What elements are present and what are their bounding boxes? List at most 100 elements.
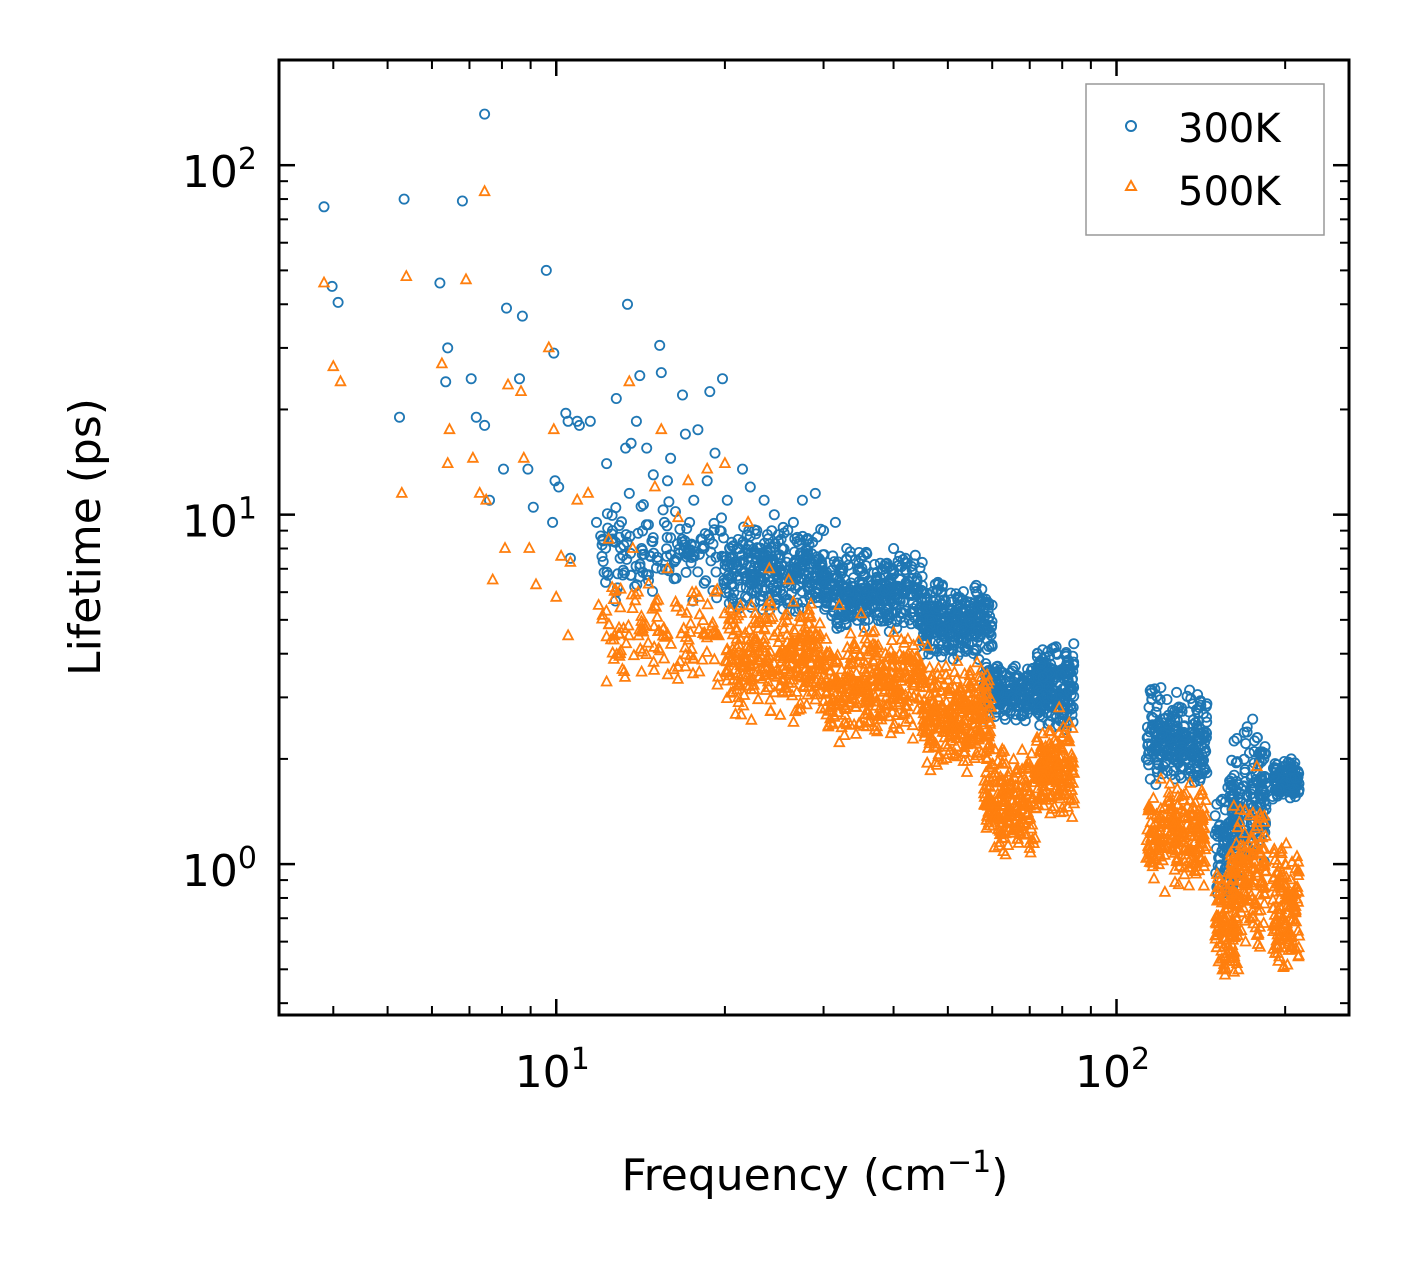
data-point-500k xyxy=(689,584,703,597)
data-point-300k xyxy=(1044,650,1056,662)
data-point-500k xyxy=(734,598,747,611)
data-point-500k xyxy=(758,610,771,623)
data-point-500k xyxy=(857,718,871,731)
data-point-500k xyxy=(517,450,531,463)
data-point-500k xyxy=(932,749,945,762)
data-point-500k xyxy=(838,715,851,728)
data-point-500k xyxy=(806,675,819,688)
data-point-500k xyxy=(907,678,920,690)
data-point-500k xyxy=(441,456,454,469)
data-point-300k xyxy=(770,591,782,603)
data-point-300k xyxy=(1161,694,1173,706)
data-point-500k xyxy=(1003,764,1016,777)
data-point-300k xyxy=(1140,753,1152,765)
data-point-300k xyxy=(692,424,704,436)
data-point-500k xyxy=(828,676,841,689)
data-point-300k xyxy=(1146,744,1158,756)
data-point-500k xyxy=(730,620,743,633)
data-point-300k xyxy=(617,564,629,576)
data-point-500k xyxy=(759,683,772,695)
data-point-300k xyxy=(547,516,559,528)
data-point-300k xyxy=(625,437,637,449)
data-point-500k xyxy=(912,664,925,677)
data-point-500k xyxy=(1278,856,1292,869)
data-point-500k xyxy=(848,681,861,694)
data-point-500k xyxy=(840,717,853,730)
data-point-300k xyxy=(1041,707,1053,719)
data-point-300k xyxy=(318,201,330,213)
data-point-300k xyxy=(1150,779,1162,791)
data-point-300k xyxy=(757,575,769,587)
data-point-300k xyxy=(1241,721,1253,733)
data-point-500k xyxy=(787,594,800,607)
data-point-300k xyxy=(607,525,619,537)
data-point-300k xyxy=(839,609,851,621)
data-point-500k xyxy=(780,627,794,640)
data-point-500k xyxy=(627,648,641,661)
data-point-300k xyxy=(1285,772,1297,784)
data-point-300k xyxy=(1035,658,1047,670)
data-point-300k xyxy=(698,577,710,589)
data-point-500k xyxy=(752,621,765,633)
data-point-300k xyxy=(527,501,539,513)
data-point-300k xyxy=(1278,756,1290,768)
data-point-300k xyxy=(596,539,608,551)
x-tick-label: 102 xyxy=(1075,1042,1150,1098)
data-point-300k xyxy=(1065,680,1077,692)
data-point-300k xyxy=(1059,694,1071,706)
data-point-500k xyxy=(970,736,983,749)
data-point-500k xyxy=(734,655,747,668)
data-point-300k xyxy=(841,553,853,565)
data-point-300k xyxy=(1247,713,1259,725)
data-point-300k xyxy=(601,458,613,470)
data-point-500k xyxy=(931,667,944,679)
data-point-300k xyxy=(807,571,819,583)
data-point-500k xyxy=(635,664,648,677)
data-point-300k xyxy=(1191,704,1203,716)
data-point-300k xyxy=(651,562,663,574)
data-point-500k xyxy=(443,422,456,435)
data-point-500k xyxy=(754,647,767,660)
data-point-300k xyxy=(1031,697,1043,709)
data-point-300k xyxy=(1055,669,1067,681)
data-point-500k xyxy=(595,611,609,624)
data-point-300k xyxy=(398,193,410,205)
data-point-300k xyxy=(771,569,783,581)
y-tick-label: 101 xyxy=(182,492,257,548)
data-point-300k xyxy=(688,494,700,506)
data-point-500k xyxy=(777,621,791,634)
data-point-500k xyxy=(647,619,661,632)
x-axis-title: Frequency (cm−1) xyxy=(622,1145,1009,1201)
data-point-500k xyxy=(613,626,626,639)
data-point-300k xyxy=(717,373,729,385)
data-point-500k xyxy=(466,450,480,463)
data-point-300k xyxy=(621,536,633,548)
data-point-500k xyxy=(823,645,836,658)
data-point-500k xyxy=(686,651,700,664)
data-point-300k xyxy=(899,588,911,600)
data-point-300k xyxy=(610,392,622,404)
data-point-300k xyxy=(919,604,931,616)
data-point-300k xyxy=(959,623,971,635)
data-point-300k xyxy=(721,575,733,587)
data-point-500k xyxy=(799,650,813,663)
data-point-300k xyxy=(1067,702,1079,714)
data-point-500k xyxy=(903,711,916,724)
data-point-300k xyxy=(970,643,982,655)
data-point-300k xyxy=(964,617,976,629)
data-point-300k xyxy=(924,614,936,626)
data-point-500k xyxy=(763,594,777,606)
data-point-500k xyxy=(581,485,595,498)
data-point-500k xyxy=(737,698,750,711)
data-point-300k xyxy=(434,277,446,289)
data-point-300k xyxy=(1185,693,1197,705)
data-point-500k xyxy=(640,647,653,659)
data-point-500k xyxy=(629,587,642,600)
data-point-500k xyxy=(892,669,906,682)
data-point-500k xyxy=(732,644,746,656)
data-point-500k xyxy=(893,646,906,659)
data-point-500k xyxy=(991,754,1005,766)
data-point-300k xyxy=(965,605,977,617)
x-axis-title-close: ) xyxy=(991,1150,1008,1201)
data-point-500k xyxy=(772,663,785,676)
